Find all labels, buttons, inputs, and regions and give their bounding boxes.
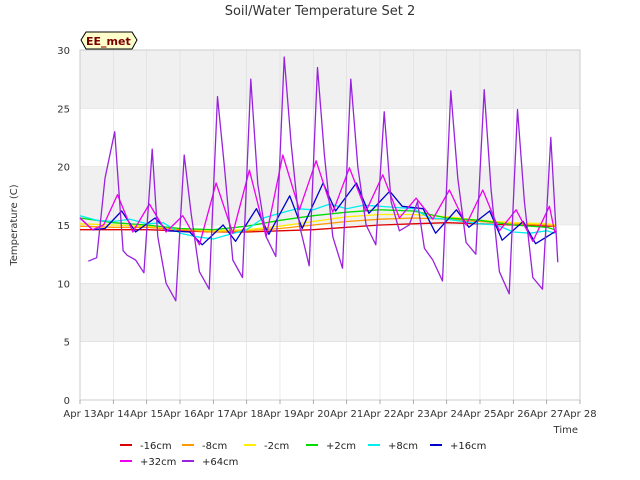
y-tick-label: 5 (64, 338, 70, 349)
y-axis-ticks: 0 5 10 15 20 25 30 (57, 46, 70, 407)
plot-frame (79, 49, 581, 401)
x-axis-ticks: Apr 13 Apr 14 Apr 15 Apr 16 Apr 17 Apr 18 Apr … (63, 400, 597, 420)
x-tick-label: Apr 18 (230, 409, 263, 420)
legend-label: +16cm (450, 441, 486, 452)
y-tick-label: 0 (64, 396, 70, 407)
x-tick-label: Apr 20 (297, 409, 330, 420)
legend-label: +8cm (388, 441, 418, 452)
x-tick-label: Apr 26 (497, 409, 530, 420)
x-tick-label: Apr 21 (330, 409, 363, 420)
x-tick-label: Apr 23 (397, 409, 430, 420)
y-tick-label: 10 (57, 279, 70, 290)
y-tick-label: 15 (57, 221, 70, 232)
x-tick-label: Apr 25 (463, 409, 496, 420)
x-tick-label: Apr 15 (130, 409, 163, 420)
plot-background-bands (80, 50, 580, 342)
station-badge: EE_met (80, 31, 138, 50)
legend-label: +32cm (140, 457, 176, 468)
x-tick-label: Apr 27 (530, 409, 563, 420)
y-axis-label: Temperature (C) (9, 184, 20, 266)
legend-label: -16cm (140, 441, 172, 452)
x-tick-label: Apr 24 (430, 409, 463, 420)
band (80, 283, 580, 342)
x-tick-label: Apr 16 (163, 409, 196, 420)
series-line-+64cm (88, 56, 559, 302)
legend-label: -2cm (264, 441, 289, 452)
legend-label: -8cm (202, 441, 227, 452)
legend-label: +64cm (202, 457, 238, 468)
y-tick-label: 25 (57, 104, 70, 115)
x-axis-label: Time (553, 425, 578, 436)
badge-box (80, 31, 138, 50)
band (80, 50, 580, 109)
x-tick-label: Apr 13 (63, 409, 96, 420)
legend: -16cm -8cm -2cm +2cm +8cm +16cm +32cm +64cm (120, 441, 486, 468)
badge-label: EE_met (86, 35, 131, 48)
series-line-+16cm (79, 182, 557, 246)
y-tick-label: 20 (57, 163, 70, 174)
y-tick-label: 30 (57, 46, 70, 57)
x-tick-label: Apr 19 (263, 409, 296, 420)
x-tick-label: Apr 17 (197, 409, 230, 420)
x-tick-label: Apr 14 (97, 409, 130, 420)
series-line-+32cm (79, 154, 556, 246)
chart-title: Soil/Water Temperature Set 2 (225, 4, 416, 19)
legend-label: +2cm (326, 441, 356, 452)
x-tick-label: Apr 22 (363, 409, 396, 420)
x-tick-label: Apr 28 (563, 409, 596, 420)
series-lines (79, 56, 559, 302)
